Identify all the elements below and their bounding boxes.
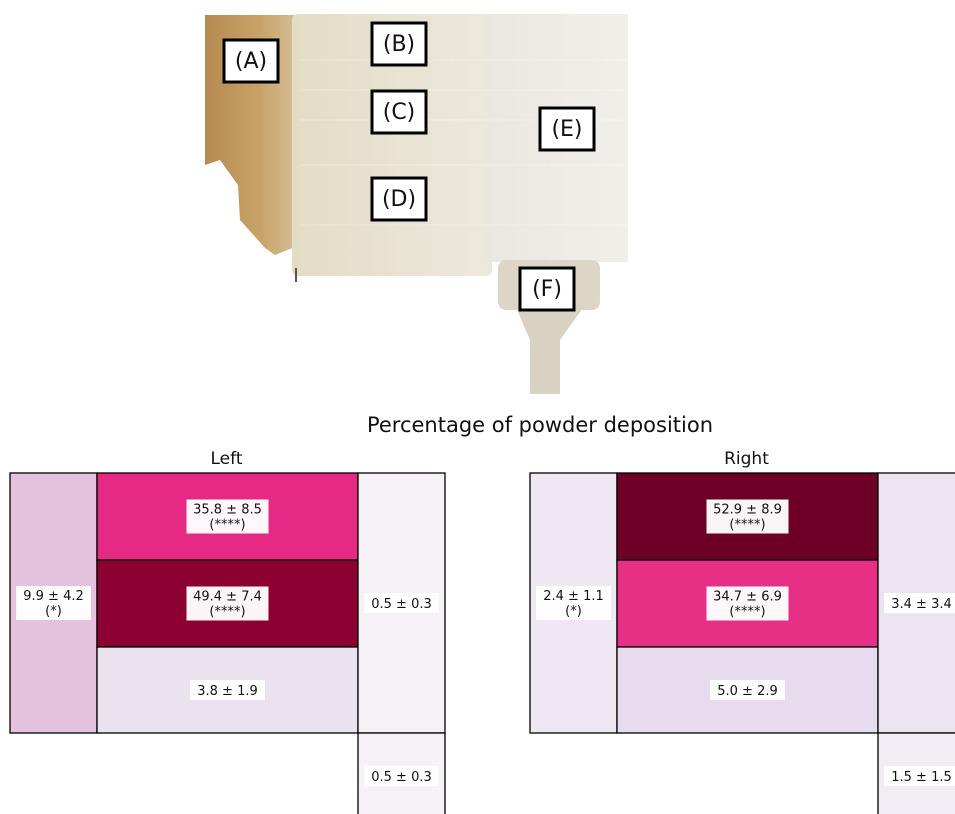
left-cell-a-significance: (*) — [45, 604, 62, 619]
callout-e: (E) — [538, 106, 596, 152]
left-cell-b-value: 35.8 ± 8.5 — [193, 503, 262, 518]
callout-b-text: (B) — [383, 32, 415, 57]
right-cell-e-value: 3.4 ± 3.4 — [891, 597, 952, 612]
left-cell-f-value: 0.5 ± 0.3 — [371, 770, 432, 785]
right-cell-f-value: 1.5 ± 1.5 — [891, 770, 952, 785]
right-cell-c-label-bg — [706, 586, 789, 621]
right-cell-a-significance: (*) — [565, 604, 582, 619]
main-block — [292, 14, 492, 276]
device-photo: (A) (B) (C) (D) (E) (F) — [205, 14, 628, 394]
left-panel-title: Left — [210, 449, 243, 469]
right-cell-a-label-bg — [536, 586, 611, 620]
left-cell-a-value: 9.9 ± 4.2 — [23, 589, 84, 604]
left-cell-e-value: 0.5 ± 0.3 — [371, 597, 432, 612]
callout-d: (D) — [370, 176, 428, 222]
right-cell-f-label-bg — [884, 766, 955, 786]
left-cell-b-significance: (****) — [209, 518, 245, 533]
right-cell-d-label-bg — [710, 680, 785, 700]
left-cell-c-significance: (****) — [209, 605, 245, 620]
callout-f: (F) — [518, 266, 576, 312]
callout-a: (A) — [222, 38, 280, 84]
right-cell-c-value: 34.7 ± 6.9 — [713, 590, 782, 605]
callout-e-text: (E) — [551, 117, 582, 142]
callout-d-text: (D) — [382, 187, 416, 212]
right-cell-b-value: 52.9 ± 8.9 — [713, 503, 782, 518]
left-cell-f-label-bg — [364, 766, 439, 786]
left-cell-a-label-bg — [16, 586, 91, 620]
nozzle-tube — [515, 305, 585, 394]
right-cell-b-label-bg — [706, 499, 789, 534]
callout-a-text: (A) — [235, 49, 267, 74]
right-cell-d-value: 5.0 ± 2.9 — [717, 684, 778, 699]
left-heatmap: 9.9 ± 4.2(*)35.8 ± 8.5(****)49.4 ± 7.4(*… — [9, 472, 446, 814]
callout-c: (C) — [370, 89, 428, 135]
right-panel-title: Right — [724, 449, 769, 469]
right-heatmap: 2.4 ± 1.1(*)52.9 ± 8.9(****)34.7 ± 6.9(*… — [529, 472, 955, 814]
right-cell-c-significance: (****) — [729, 605, 765, 620]
callout-c-text: (C) — [383, 100, 416, 125]
left-cell-e-label-bg — [364, 593, 439, 613]
callout-f-text: (F) — [532, 277, 562, 302]
right-cell-e-label-bg — [884, 593, 955, 613]
callout-b: (B) — [370, 21, 428, 67]
left-cell-d-label-bg — [190, 680, 265, 700]
left-cell-c-label-bg — [186, 586, 269, 621]
left-cell-c-value: 49.4 ± 7.4 — [193, 590, 262, 605]
left-cell-b-label-bg — [186, 499, 269, 534]
right-cell-a-value: 2.4 ± 1.1 — [543, 589, 604, 604]
chart-title: Percentage of powder deposition — [366, 413, 714, 437]
right-cell-b-significance: (****) — [729, 518, 765, 533]
left-cell-d-value: 3.8 ± 1.9 — [197, 684, 258, 699]
